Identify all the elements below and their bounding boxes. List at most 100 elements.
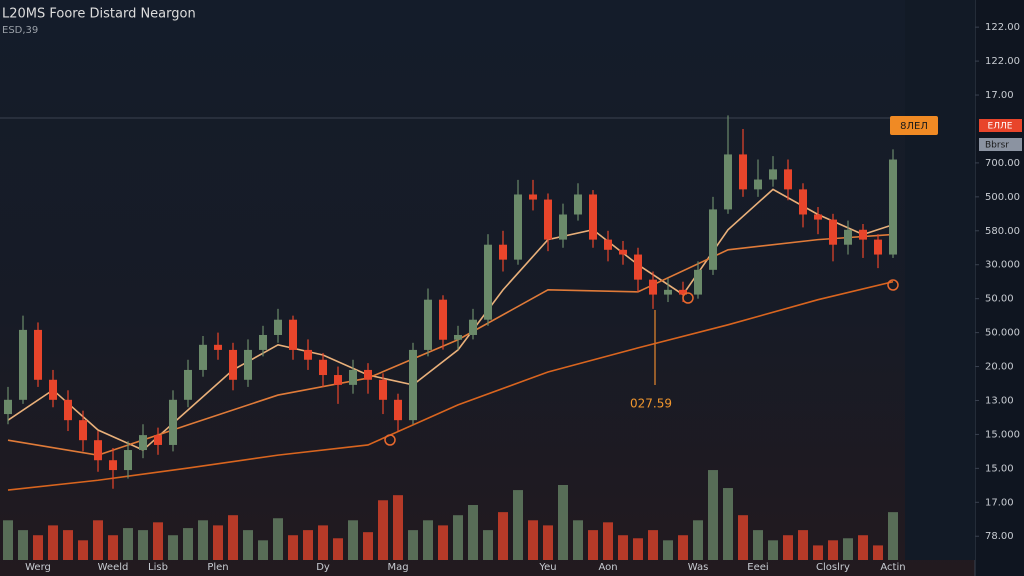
- volume-bar: [423, 520, 433, 560]
- volume-bar: [183, 528, 193, 560]
- chart-subtitle: ESD,39: [2, 25, 38, 36]
- candle-body: [679, 289, 687, 295]
- candle-body: [664, 289, 672, 295]
- candle-body: [304, 349, 312, 360]
- x-tick-label: Actin: [880, 562, 905, 573]
- y-tick-label: 580.00: [985, 226, 1020, 237]
- volume-bar: [588, 530, 598, 560]
- candle-body: [49, 379, 57, 400]
- candle-body: [64, 399, 72, 421]
- candle-body: [769, 169, 777, 180]
- volume-bar: [753, 530, 763, 560]
- candle-body: [874, 239, 882, 255]
- y-tick-label: 122.00: [985, 56, 1020, 67]
- volume-bar: [333, 538, 343, 560]
- candle-body: [139, 435, 147, 451]
- candle-body: [529, 194, 537, 200]
- marker: [682, 292, 694, 304]
- x-tick-label: Aon: [598, 562, 617, 573]
- candle-body: [799, 189, 807, 215]
- candle-body: [859, 229, 867, 240]
- candle-body: [604, 239, 612, 250]
- volume-bar: [168, 535, 178, 560]
- marks: [3, 115, 898, 560]
- candle-body: [94, 440, 102, 461]
- volume-bar: [78, 540, 88, 560]
- volume-bar: [513, 490, 523, 560]
- volume-bar: [558, 484, 568, 560]
- candle-body: [79, 420, 87, 441]
- candle-body: [439, 299, 447, 340]
- candle-body: [499, 244, 507, 260]
- volume-bar: [318, 525, 328, 560]
- volume-bar: [33, 535, 43, 560]
- candle-body: [424, 299, 432, 350]
- y-tick-label: 50.000: [985, 328, 1020, 339]
- price-tag-box: [890, 116, 938, 135]
- y-tick-label: 17.00: [985, 90, 1014, 101]
- y-tick-label: 50.00: [985, 294, 1014, 305]
- axis-tag-box: [979, 119, 1022, 132]
- candle-body: [289, 319, 297, 350]
- candle-body: [319, 359, 327, 376]
- volume-bar: [678, 535, 688, 560]
- x-tick-label: Eeei: [747, 562, 768, 573]
- y-tick-label: 20.00: [985, 362, 1014, 373]
- x-tick-label: Weeld: [98, 562, 129, 573]
- candle-body: [349, 369, 357, 385]
- volume-bar: [198, 520, 208, 560]
- x-tick-label: Dy: [316, 562, 330, 573]
- volume-bar: [648, 530, 658, 560]
- candle-body: [709, 209, 717, 270]
- y-tick-label: 700.00: [985, 158, 1020, 169]
- volume-bar: [273, 518, 283, 560]
- volume-bar: [708, 470, 718, 560]
- volume-bar: [288, 535, 298, 560]
- price-tag: 8ЛЕЛ: [900, 121, 928, 132]
- candle-body: [814, 214, 822, 220]
- volume-bar: [528, 520, 538, 560]
- volume-bar: [723, 488, 733, 560]
- annotation: 027.59: [630, 397, 672, 411]
- candle-body: [109, 460, 117, 471]
- candle-body: [274, 319, 282, 335]
- volume-bar: [888, 512, 898, 560]
- candle-body: [154, 435, 162, 445]
- volume-bar: [483, 530, 493, 560]
- candle-body: [184, 369, 192, 400]
- volume-bar: [108, 535, 118, 560]
- candle-body: [169, 399, 177, 445]
- volume-bar: [693, 520, 703, 560]
- axis-tag: Bbrsr: [985, 141, 1009, 151]
- candle-body: [844, 229, 852, 245]
- candle-body: [559, 214, 567, 240]
- candle-body: [889, 159, 897, 255]
- candle-body: [244, 349, 252, 380]
- volume-bar: [303, 530, 313, 560]
- candle-body: [379, 379, 387, 400]
- y-tick-label: 17.00: [985, 497, 1014, 508]
- volume-bar: [243, 530, 253, 560]
- y-tick-label: 78.00: [985, 531, 1014, 542]
- candle-body: [364, 369, 372, 380]
- volume-bar: [858, 535, 868, 560]
- x-tick-label: Yeu: [538, 562, 556, 573]
- volume-bar: [798, 530, 808, 560]
- axis-background: [975, 0, 1024, 576]
- y-tick-label: 30.000: [985, 260, 1020, 271]
- volume-bar: [18, 530, 28, 560]
- volume-bar: [813, 545, 823, 560]
- volume-bar: [663, 540, 673, 560]
- y-tick-label: 15.000: [985, 429, 1020, 440]
- y-tick-label: 122.00: [985, 22, 1020, 33]
- x-tick-label: Lisb: [148, 562, 168, 573]
- volume-bar: [48, 525, 58, 560]
- candle-body: [199, 344, 207, 370]
- volume-bar: [573, 520, 583, 560]
- volume-bar: [498, 512, 508, 560]
- axis-tag: ЕЛЛЕ: [988, 122, 1013, 132]
- volume-bar: [468, 505, 478, 560]
- volume-bar: [408, 530, 418, 560]
